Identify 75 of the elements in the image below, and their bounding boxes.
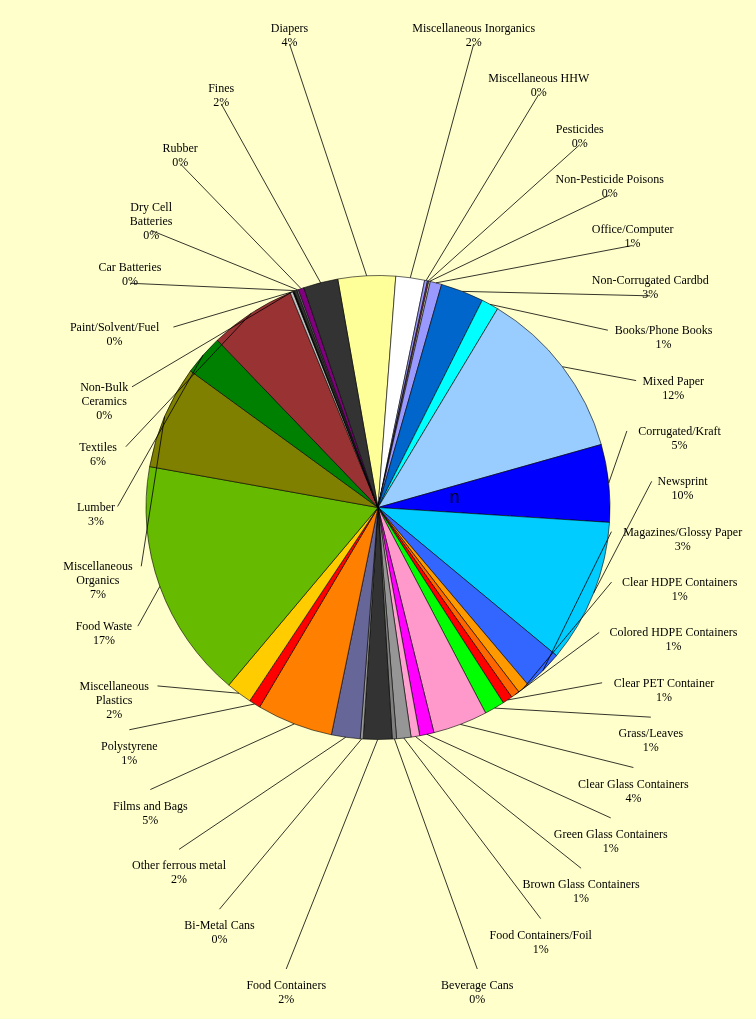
text: n xyxy=(449,486,460,507)
slice-label: Clear Glass Containers xyxy=(578,776,690,791)
slice-label: Paint/Solvent/Fuel xyxy=(69,320,160,335)
data-label: 2% xyxy=(106,706,123,721)
data-label: 2% xyxy=(213,94,230,109)
slice-label: Corrugated/Kraft xyxy=(638,423,722,438)
data-label: 0% xyxy=(172,154,189,169)
slice-label: Food Containers xyxy=(246,978,327,992)
slice-label: Miscellaneous HHW xyxy=(488,71,590,86)
data-label: 4% xyxy=(281,35,298,49)
data-label: 4% xyxy=(625,790,642,805)
slice-label: Newsprint xyxy=(657,474,709,489)
slice-label: Mixed Paper xyxy=(642,373,705,388)
data-label: 1% xyxy=(642,740,659,755)
slice-label: Food Containers/Foil xyxy=(489,927,593,942)
data-label: 1% xyxy=(665,639,682,654)
slice-label: Clear HDPE Containers xyxy=(622,575,738,590)
slice-label: Rubber xyxy=(162,140,198,155)
data-label: 2% xyxy=(171,872,188,887)
slice-label: Food Waste xyxy=(75,619,133,634)
data-label: 1% xyxy=(602,840,619,855)
data-label: 0% xyxy=(106,334,123,349)
data-label: 2% xyxy=(278,992,295,1006)
slice-label: Brown Glass Containers xyxy=(522,877,641,892)
data-label: 1% xyxy=(121,752,138,767)
slice-label: Other ferrous metal xyxy=(132,858,227,873)
data-label: 0% xyxy=(469,992,486,1006)
data-label: 6% xyxy=(90,453,107,468)
data-label: 7% xyxy=(89,587,106,602)
data-label: 3% xyxy=(88,513,104,528)
data-label: 0% xyxy=(601,186,618,201)
data-label: 10% xyxy=(671,488,694,503)
data-label: 17% xyxy=(92,633,115,648)
data-label: 1% xyxy=(532,941,549,956)
data-label: 0% xyxy=(143,228,160,243)
slice-label: Non-Corrugated Cardbd xyxy=(591,272,709,287)
slice-label: Miscellaneous Plastics xyxy=(79,678,150,707)
data-label: 0% xyxy=(121,274,138,289)
data-label: 5% xyxy=(142,812,159,827)
slice-label: Miscellaneous Inorganics xyxy=(412,21,536,35)
slice-label: Textiles xyxy=(79,439,118,454)
slice-label: Office/Computer xyxy=(591,222,674,237)
data-label: 0% xyxy=(211,932,228,947)
data-label: 1% xyxy=(656,689,673,704)
slice-label: Books/Phone Books xyxy=(614,323,713,338)
slice-label: Clear PET Container xyxy=(613,675,715,690)
slice-label: Non-Pesticide Poisons xyxy=(555,172,665,187)
slice-label: Non-Bulk Ceramics xyxy=(80,379,129,408)
slice-label: Diapers xyxy=(270,21,309,35)
data-label: 1% xyxy=(671,589,688,604)
data-label: 3% xyxy=(642,286,659,301)
data-label: 1% xyxy=(624,236,641,251)
data-label: 5% xyxy=(671,437,688,452)
data-label: 1% xyxy=(655,337,672,352)
slice-label: Polystyrene xyxy=(101,738,158,753)
slice-label: Fines xyxy=(208,80,235,95)
slice-label: Green Glass Containers xyxy=(553,826,669,841)
data-label: 12% xyxy=(662,387,685,402)
slice-label: Films and Bags xyxy=(113,798,189,813)
data-label: 0% xyxy=(571,135,588,150)
slice-label: Bi-Metal Cans xyxy=(184,918,255,933)
data-label: 0% xyxy=(530,85,547,100)
slice-label: Magazines/Glossy Paper xyxy=(623,524,743,539)
slice-label: Lumber xyxy=(77,499,115,514)
slice-label: Colored HDPE Containers xyxy=(609,625,738,640)
data-label: 2% xyxy=(465,35,482,49)
slice-label: Dry Cell Batteries xyxy=(129,200,173,229)
slice-label: Pesticides xyxy=(555,121,605,136)
slice-label: Grass/Leaves xyxy=(618,726,684,741)
slice-label: Car Batteries xyxy=(98,260,162,275)
data-label: 0% xyxy=(96,407,113,422)
slice-label: Miscellaneous Organics xyxy=(63,559,133,588)
slice-label: Beverage Cans xyxy=(441,978,514,992)
data-label: 3% xyxy=(674,538,691,553)
data-label: 1% xyxy=(573,891,590,906)
